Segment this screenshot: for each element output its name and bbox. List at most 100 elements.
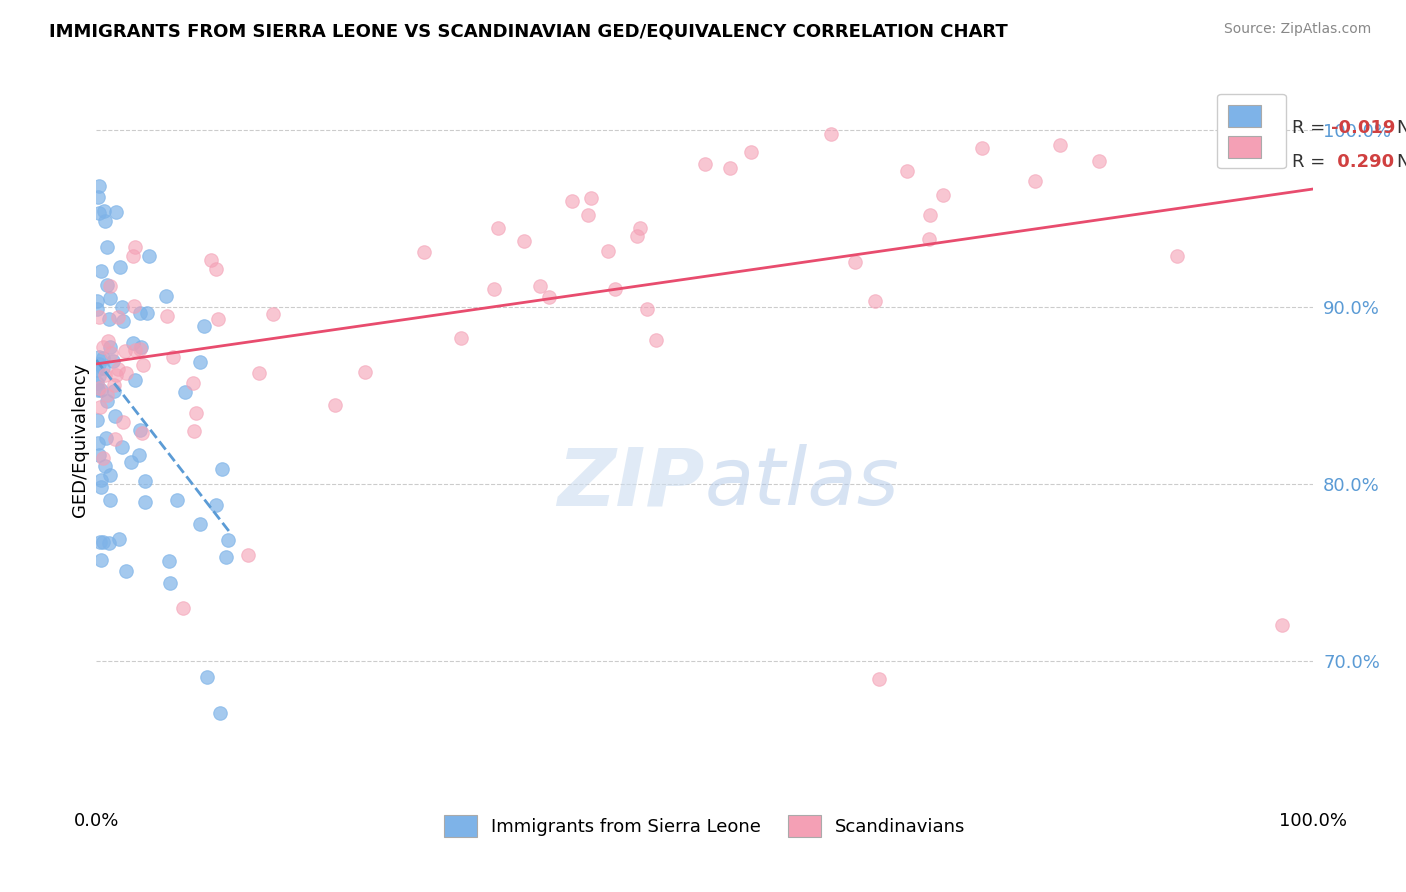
Point [820,127,842,141]
Point [134,474,156,488]
Text: N =: N = [1398,153,1406,170]
Point [628,220,651,235]
Point [86,363,108,377]
Point [918,232,941,246]
Point [122,336,145,351]
Point [98,536,121,550]
Point [129,306,152,320]
Point [183,425,205,439]
Point [970,141,993,155]
Point [896,164,918,178]
Point [486,220,509,235]
Point [112,415,135,429]
Point [97,334,120,348]
Point [693,157,716,171]
Point [112,313,135,327]
Point [134,495,156,509]
Point [537,290,560,304]
Point [94,214,117,228]
Point [103,384,125,398]
Point [114,564,136,578]
Point [1049,138,1071,153]
Point [89,206,111,220]
Point [104,432,127,446]
Y-axis label: GED/Equivalency: GED/Equivalency [72,363,89,517]
Point [114,344,136,359]
Legend: Immigrants from Sierra Leone, Scandinavians: Immigrants from Sierra Leone, Scandinavi… [437,807,973,844]
Point [115,366,138,380]
Point [120,455,142,469]
Point [103,378,125,392]
Point [217,533,239,547]
Point [482,282,505,296]
Point [87,383,110,397]
Point [100,346,122,360]
Point [87,448,110,462]
Point [107,310,129,324]
Point [262,308,284,322]
Point [124,343,146,358]
Point [718,161,741,175]
Point [90,384,112,398]
Point [155,310,177,324]
Point [93,204,115,219]
Point [86,302,108,317]
Point [89,535,111,549]
Point [157,554,180,568]
Point [561,194,583,208]
Point [863,293,886,308]
Point [1166,249,1188,263]
Point [932,188,955,202]
Point [98,291,121,305]
Point [205,499,228,513]
Point [96,277,118,292]
Point [91,450,114,465]
Point [87,350,110,364]
Point [93,459,115,474]
Point [208,706,231,720]
Point [104,409,127,424]
Point [90,480,112,494]
Point [132,358,155,372]
Point [122,300,145,314]
Point [111,440,134,454]
Point [128,424,150,438]
Point [87,381,110,395]
Point [87,310,110,325]
Point [195,671,218,685]
Point [186,406,208,420]
Point [323,398,346,412]
Point [162,350,184,364]
Point [626,229,648,244]
Point [89,400,111,414]
Point [98,468,121,483]
Point [413,244,436,259]
Point [596,244,619,258]
Point [581,191,603,205]
Point [90,473,112,487]
Point [236,548,259,562]
Point [918,209,941,223]
Point [131,425,153,440]
Point [155,289,177,303]
Point [193,319,215,334]
Point [107,532,129,546]
Point [98,340,121,354]
Point [90,553,112,567]
Point [121,249,143,263]
Point [513,235,536,249]
Point [111,300,134,314]
Point [107,362,129,376]
Point [174,384,197,399]
Point [105,205,128,219]
Text: IMMIGRANTS FROM SIERRA LEONE VS SCANDINAVIAN GED/EQUIVALENCY CORRELATION CHART: IMMIGRANTS FROM SIERRA LEONE VS SCANDINA… [49,22,1008,40]
Point [159,575,181,590]
Point [181,376,204,390]
Point [87,190,110,204]
Point [124,240,146,254]
Point [96,240,118,254]
Point [205,261,228,276]
Point [576,209,599,223]
Point [89,357,111,371]
Point [138,249,160,263]
